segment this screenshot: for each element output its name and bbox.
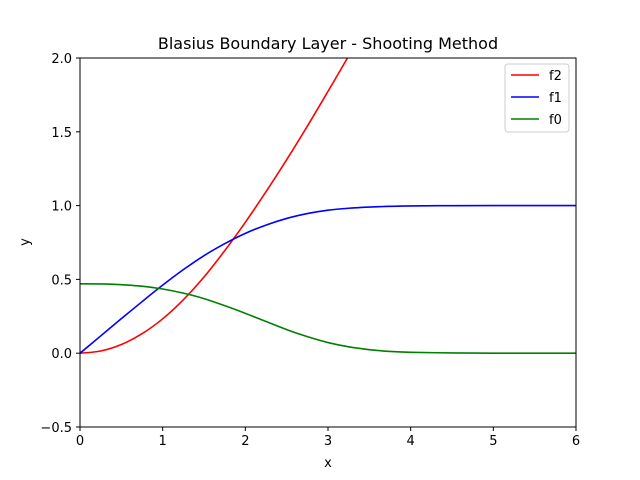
x-axis: 0 1 2 3 4 5 6	[76, 427, 580, 449]
y-tick-label: 0.5	[51, 273, 72, 288]
y-tick-label: 2.0	[51, 52, 72, 67]
y-tick-label: −0.5	[40, 421, 72, 436]
y-axis-label: y	[18, 238, 33, 246]
y-tick-label: 1.5	[51, 126, 72, 141]
x-tick-label: 1	[159, 434, 167, 449]
series-line-f2	[80, 58, 349, 354]
legend: f2 f1 f0	[504, 63, 570, 133]
y-axis: −0.5 0.0 0.5 1.0 1.5 2.0	[40, 52, 80, 436]
x-tick-label: 3	[324, 434, 332, 449]
series-layer	[80, 58, 576, 355]
series-line-f1	[80, 204, 576, 354]
legend-label-f2: f2	[549, 69, 562, 84]
legend-box	[504, 63, 570, 133]
chart-title: Blasius Boundary Layer - Shooting Method	[158, 34, 498, 53]
y-tick-label: 1.0	[51, 200, 72, 215]
x-tick-label: 2	[241, 434, 249, 449]
y-tick-label: 0.0	[51, 347, 72, 362]
legend-label-f0: f0	[549, 113, 562, 128]
x-tick-label: 4	[407, 434, 415, 449]
legend-label-f1: f1	[549, 91, 562, 106]
x-axis-label: x	[324, 456, 332, 471]
x-tick-label: 0	[76, 434, 84, 449]
series-line-f0	[80, 283, 576, 355]
x-tick-label: 6	[572, 434, 580, 449]
x-tick-label: 5	[489, 434, 497, 449]
